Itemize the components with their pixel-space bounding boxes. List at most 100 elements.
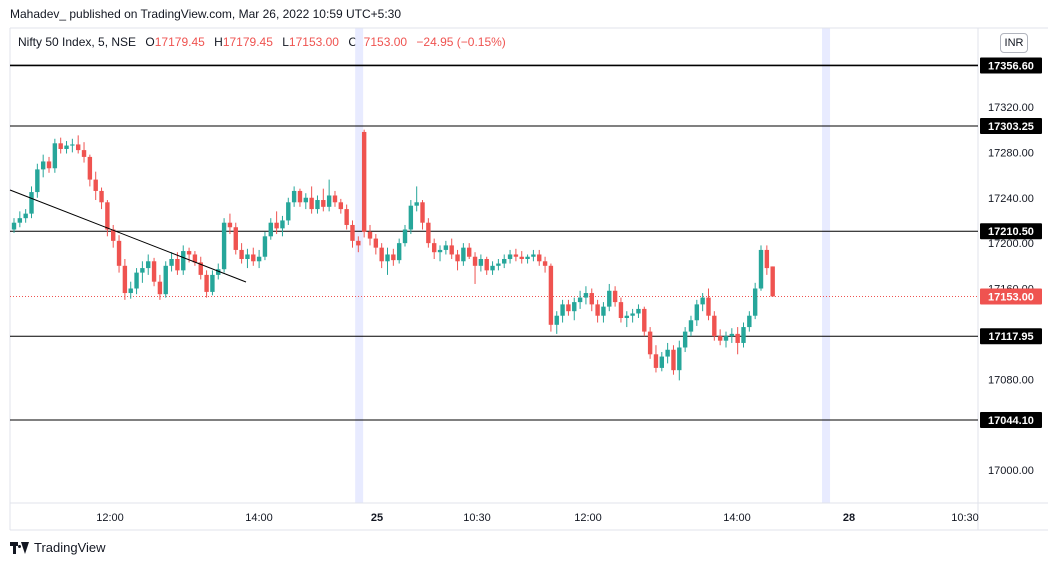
candle xyxy=(408,200,414,235)
candle xyxy=(64,141,69,154)
candle xyxy=(186,247,192,263)
candle xyxy=(239,243,244,264)
candle xyxy=(624,311,629,328)
level-price-label: 17044.10 xyxy=(980,411,1042,428)
candle xyxy=(472,252,478,284)
candle xyxy=(437,245,443,262)
candle xyxy=(245,248,250,269)
candle xyxy=(46,156,52,173)
candle xyxy=(274,211,279,235)
svg-text:17117.95: 17117.95 xyxy=(988,331,1033,343)
candle xyxy=(677,340,682,381)
candle xyxy=(496,259,501,271)
open-value: 17179.45 xyxy=(154,35,205,49)
candle xyxy=(52,138,58,173)
candle xyxy=(326,179,332,212)
candle xyxy=(729,328,735,343)
candle xyxy=(367,224,373,246)
candle xyxy=(303,193,308,210)
candle xyxy=(105,200,110,237)
trend-line[interactable] xyxy=(9,189,247,283)
candle xyxy=(146,254,151,275)
candle xyxy=(373,234,379,255)
candle xyxy=(519,251,524,264)
candle xyxy=(659,352,664,372)
candle xyxy=(309,186,314,214)
publisher-line: Mahadev_ published on TradingView.com, M… xyxy=(10,7,402,21)
candle xyxy=(642,306,647,337)
x-tick-label: 28 xyxy=(843,512,855,524)
candle xyxy=(572,297,577,321)
symbol-label[interactable]: Nifty 50 Index, 5, NSE xyxy=(18,35,137,49)
x-tick-label: 25 xyxy=(371,512,383,524)
svg-text:17356.60: 17356.60 xyxy=(988,60,1034,72)
candle xyxy=(402,224,408,247)
candle xyxy=(204,270,209,298)
close-label: C xyxy=(348,35,357,49)
candle xyxy=(554,311,559,334)
candle xyxy=(321,188,326,212)
candle xyxy=(87,154,93,187)
candle xyxy=(192,251,198,266)
candle xyxy=(70,138,75,153)
svg-text:17153.00: 17153.00 xyxy=(988,291,1034,303)
x-tick-label: 14:00 xyxy=(723,512,751,524)
candle xyxy=(764,245,770,275)
candle xyxy=(93,171,98,201)
candle xyxy=(537,249,542,266)
candle xyxy=(747,311,752,332)
candle xyxy=(618,297,624,323)
candle xyxy=(163,261,168,298)
candle xyxy=(577,290,583,309)
candle xyxy=(385,247,390,275)
candle xyxy=(560,299,565,323)
x-tick-label: 10:30 xyxy=(463,512,491,524)
x-tick-label: 12:00 xyxy=(574,512,602,524)
candle xyxy=(735,327,740,355)
candle xyxy=(420,200,425,230)
candle xyxy=(752,282,758,320)
candle xyxy=(315,195,320,214)
chart-legend: Nifty 50 Index, 5, NSE O17179.45 H17179.… xyxy=(18,35,506,49)
candle xyxy=(116,235,122,273)
candle xyxy=(531,249,536,262)
candle xyxy=(542,256,548,273)
y-tick-label: 17280.00 xyxy=(988,147,1034,159)
candle xyxy=(601,302,606,323)
candle xyxy=(548,263,554,332)
candle xyxy=(35,163,40,198)
candle xyxy=(210,270,215,296)
candle xyxy=(198,256,203,280)
candle xyxy=(507,249,513,264)
candle xyxy=(607,283,612,312)
candle xyxy=(151,257,157,287)
candle xyxy=(140,261,145,283)
candle xyxy=(682,327,688,353)
candle xyxy=(344,204,349,230)
candle xyxy=(612,286,618,307)
candle xyxy=(595,299,600,323)
low-label: L xyxy=(282,35,289,49)
x-tick-label: 10:30 xyxy=(951,512,979,524)
candle xyxy=(361,129,367,238)
candle xyxy=(490,261,495,275)
candle xyxy=(700,293,705,312)
change-value: −24.95 (−0.15%) xyxy=(416,35,506,49)
candle xyxy=(157,274,163,300)
candle xyxy=(227,213,233,235)
candle xyxy=(134,268,139,295)
candle xyxy=(653,345,659,373)
y-tick-label: 17000.00 xyxy=(988,465,1034,477)
candle xyxy=(58,137,63,154)
level-price-label: 17303.25 xyxy=(980,118,1042,135)
candle xyxy=(636,304,641,318)
candle xyxy=(712,311,717,341)
candle xyxy=(449,238,454,260)
candle xyxy=(11,218,17,233)
currency-button[interactable]: INR xyxy=(1000,33,1028,53)
footer-brand[interactable]: TradingView xyxy=(10,540,106,555)
svg-text:17210.50: 17210.50 xyxy=(988,226,1034,238)
candle xyxy=(589,288,594,312)
candle xyxy=(717,329,723,346)
